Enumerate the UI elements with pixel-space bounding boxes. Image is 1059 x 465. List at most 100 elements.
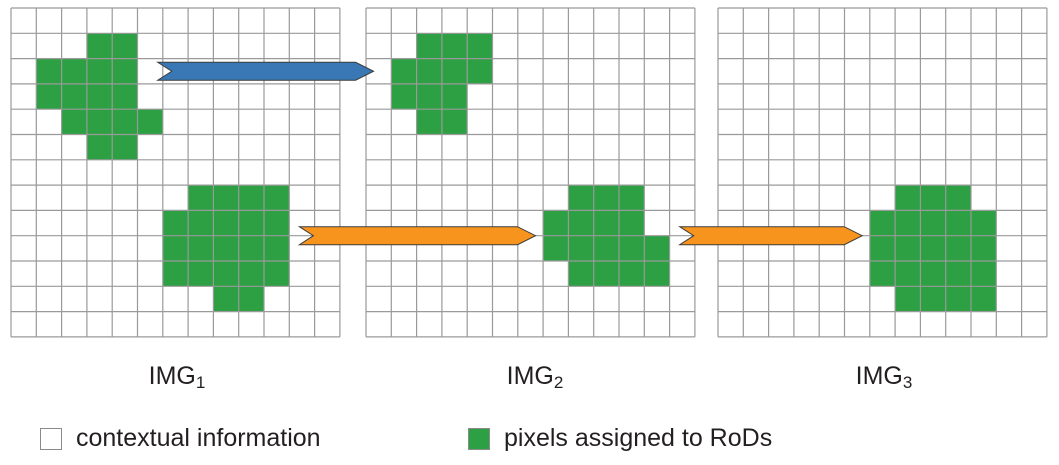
legend-rod-swatch	[468, 427, 490, 450]
rod-cell	[264, 185, 290, 211]
rod-cell	[188, 235, 214, 261]
rod-cell	[895, 235, 921, 261]
legend-contextual: contextual information	[40, 424, 321, 453]
rod-cell	[238, 210, 264, 236]
rod-cell	[36, 83, 62, 110]
rod-cell	[86, 134, 113, 160]
rod-cell	[593, 235, 619, 261]
rod-cell	[213, 235, 239, 261]
rod-cell	[441, 33, 468, 59]
img3-label: IMG3	[855, 362, 913, 392]
rod-cell	[238, 235, 264, 261]
rod-cell	[238, 185, 264, 211]
rod-cell	[619, 261, 645, 287]
rod-cell	[895, 185, 921, 211]
legend-context-swatch	[40, 427, 62, 450]
rod-cell	[264, 210, 290, 236]
rod-cell	[971, 286, 997, 312]
rod-cell	[61, 109, 87, 135]
rod-cell	[619, 235, 645, 261]
rod-cell	[895, 286, 921, 312]
rod-cell	[112, 83, 138, 110]
orange-arrow-img1-to-img2	[297, 226, 537, 246]
rod-cell	[920, 286, 946, 312]
rod-cell	[467, 33, 493, 59]
rod-cell	[619, 185, 645, 211]
rod-cell	[416, 83, 442, 110]
rod-cell	[61, 83, 87, 110]
rod-cell	[895, 261, 921, 287]
legend-context-label: contextual information	[76, 424, 321, 452]
rod-cell	[441, 58, 468, 84]
rod-cell	[869, 210, 896, 236]
rod-cell	[238, 286, 264, 312]
rod-cell	[391, 83, 417, 110]
rod-cell	[238, 261, 264, 287]
img2-grid	[365, 7, 696, 338]
rod-cell	[869, 235, 896, 261]
rod-cell	[213, 286, 239, 312]
rod-cell	[920, 235, 946, 261]
rod-cell	[920, 210, 946, 236]
rod-cell	[213, 185, 239, 211]
rod-cell	[264, 235, 290, 261]
rod-cell	[920, 261, 946, 287]
rod-cell	[945, 185, 971, 211]
rod-cell	[416, 109, 442, 135]
rod-cell	[416, 58, 442, 84]
rod-cell	[568, 185, 594, 211]
rod-cell	[644, 261, 670, 287]
rod-cell	[568, 210, 594, 236]
rod-cell	[61, 58, 87, 84]
rod-cell	[945, 286, 971, 312]
rod-cell	[593, 185, 619, 211]
rod-cell	[441, 109, 468, 135]
img1-background	[11, 8, 340, 337]
rod-cell	[416, 33, 442, 59]
rod-cell	[137, 109, 163, 135]
rod-cell	[971, 235, 997, 261]
rod-cell	[36, 58, 62, 84]
rod-cell	[162, 261, 189, 287]
rod-cell	[945, 235, 971, 261]
img2-background	[366, 8, 695, 337]
rod-cell	[86, 109, 113, 135]
rod-cell	[86, 83, 113, 110]
rod-cell	[971, 261, 997, 287]
rod-cell	[945, 210, 971, 236]
rod-cell	[619, 210, 645, 236]
rod-cell	[920, 185, 946, 211]
rod-cell	[869, 261, 896, 287]
rod-cell	[188, 185, 214, 211]
rod-cell	[467, 58, 493, 84]
rod-cell	[593, 261, 619, 287]
rod-cell	[391, 58, 417, 84]
rod-cell	[213, 210, 239, 236]
rod-cell	[86, 33, 113, 59]
rod-cell	[162, 210, 189, 236]
img1-label: IMG1	[148, 362, 206, 392]
rod-cell	[264, 261, 290, 287]
rod-propagation-diagram	[10, 7, 1048, 338]
rod-cell	[895, 210, 921, 236]
rod-cell	[543, 235, 569, 261]
rod-cell	[543, 210, 569, 236]
rod-cell	[112, 33, 138, 59]
orange-arrow-img2-to-img3	[678, 226, 864, 246]
legend-rod-label: pixels assigned to RoDs	[504, 424, 773, 452]
rod-cell	[644, 235, 670, 261]
legend-rod: pixels assigned to RoDs	[468, 424, 772, 453]
rod-cell	[971, 210, 997, 236]
img3-grid	[717, 7, 1048, 338]
rod-cell	[593, 210, 619, 236]
img1-grid	[10, 7, 341, 338]
rod-cell	[86, 58, 113, 84]
rod-cell	[112, 109, 138, 135]
rod-cell	[213, 261, 239, 287]
rod-cell	[568, 235, 594, 261]
rod-cell	[188, 210, 214, 236]
rod-cell	[188, 261, 214, 287]
rod-cell	[945, 261, 971, 287]
img2-label: IMG2	[506, 362, 564, 392]
rod-cell	[568, 261, 594, 287]
